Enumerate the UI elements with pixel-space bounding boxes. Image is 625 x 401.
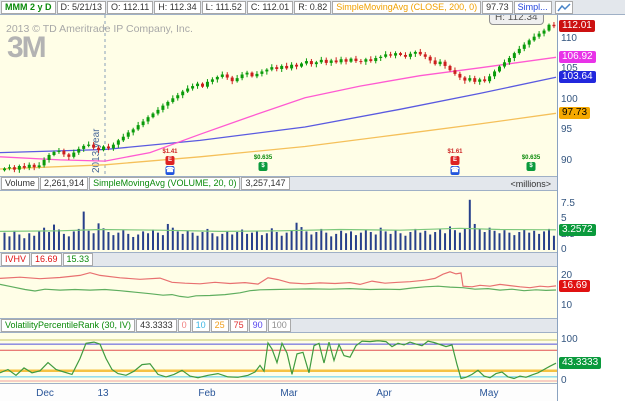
time-axis-label-feb: Feb bbox=[198, 388, 216, 399]
earnings-icon[interactable]: E bbox=[165, 156, 175, 165]
price-badge-112.01: 112.01 bbox=[559, 20, 595, 33]
range-cell: R: 0.82 bbox=[294, 0, 332, 14]
axis-tick-100: 100 bbox=[561, 334, 578, 345]
time-axis-label-apr: Apr bbox=[376, 388, 392, 399]
volume-panel[interactable] bbox=[0, 190, 557, 252]
date-cell: D: 5/21/13 bbox=[56, 0, 107, 14]
time-axis-label-may: May bbox=[479, 388, 499, 399]
high-price-bubble: H: 112.34 bbox=[489, 15, 544, 25]
line-chart-icon bbox=[557, 2, 571, 11]
axis-tick-0: 0 bbox=[561, 375, 567, 386]
dividend-icon[interactable]: $ bbox=[258, 162, 268, 171]
price-axis-gutter[interactable]: 11010510095907.552.5020101000112.01106.9… bbox=[557, 15, 625, 401]
symbol-period[interactable]: MMM 2 y D bbox=[1, 0, 56, 14]
conference-call-icon[interactable]: ☎ bbox=[165, 166, 175, 175]
sma200-value: 97.73 bbox=[482, 0, 513, 14]
axis-tick-0: 0 bbox=[561, 244, 567, 255]
axis-tick-20: 20 bbox=[561, 270, 573, 281]
vpr-threshold-25: 25 bbox=[210, 319, 229, 332]
axis-tick-95: 95 bbox=[561, 124, 573, 135]
sma_blue-line bbox=[0, 76, 557, 154]
candlestick-chart[interactable]: 2013 year bbox=[0, 15, 557, 176]
price-badge-103.64: 103.64 bbox=[559, 71, 596, 84]
ivhv-panel-header: IVHV 16.69 15.33 bbox=[0, 252, 557, 267]
iv-badge: 16.69 bbox=[559, 279, 591, 292]
volume-panel-header: Volume 2,261,914 SimpleMovingAvg (VOLUME, … bbox=[0, 176, 557, 191]
close-cell: C: 112.01 bbox=[246, 0, 294, 14]
iv-value: 16.69 bbox=[31, 253, 62, 266]
price-chart-panel[interactable]: 2013 year 2013 © TD Ameritrade IP Compan… bbox=[0, 15, 557, 176]
time-axis[interactable]: Dec 13 Feb Mar Apr May bbox=[0, 383, 557, 401]
vpr-panel-header: VolatilityPercentileRank (30, IV) 43.3333… bbox=[0, 318, 557, 333]
sma_orange_200-line bbox=[0, 112, 557, 170]
hv-value: 15.33 bbox=[62, 253, 94, 266]
dividend-amount-label: $0.635 bbox=[521, 155, 541, 161]
volume-sma-study-label[interactable]: SimpleMovingAvg (VOLUME, 20, 0) bbox=[89, 177, 241, 190]
earnings-amount-label: $1.61 bbox=[447, 149, 463, 155]
hv-line bbox=[0, 283, 557, 298]
vpr-threshold-75: 75 bbox=[229, 319, 248, 332]
time-axis-label-13: 13 bbox=[97, 388, 109, 399]
price-badge-97.73: 97.73 bbox=[559, 107, 591, 120]
vpr-line-chart[interactable] bbox=[0, 333, 557, 383]
time-axis-label-dec: Dec bbox=[36, 388, 54, 399]
vpr-value: 43.3333 bbox=[136, 319, 177, 332]
high-cell: H: 112.34 bbox=[154, 0, 201, 14]
low-cell: L: 111.52 bbox=[201, 0, 246, 14]
axis-tick-5: 5 bbox=[561, 213, 567, 224]
conference-call-icon[interactable]: ☎ bbox=[450, 166, 460, 175]
price-badge-106.92: 106.92 bbox=[559, 51, 596, 64]
ivhv-study-label[interactable]: IVHV bbox=[1, 253, 31, 266]
volume-label[interactable]: Volume bbox=[1, 177, 40, 190]
chart-icon-cell[interactable] bbox=[554, 0, 573, 14]
sma200-study-label[interactable]: SimpleMovingAvg (CLOSE, 200, 0) bbox=[332, 0, 482, 14]
chart-header-bar: MMM 2 y D D: 5/21/13 O: 112.11 H: 112.34 L: … bbox=[0, 0, 625, 15]
axis-tick-7.5: 7.5 bbox=[561, 197, 575, 209]
axis-tick-110: 110 bbox=[561, 32, 577, 44]
axis-tick-90: 90 bbox=[561, 154, 573, 166]
ivhv-lines-chart[interactable] bbox=[0, 267, 557, 318]
dividend-icon[interactable]: $ bbox=[526, 162, 536, 171]
vpr-threshold-10: 10 bbox=[191, 319, 210, 332]
volume-value: 2,261,914 bbox=[40, 177, 89, 190]
volume-sma-value: 3,257,147 bbox=[241, 177, 290, 190]
vpr-threshold-100: 100 bbox=[267, 319, 291, 332]
vpr-threshold-0: 0 bbox=[177, 319, 191, 332]
earnings-icon[interactable]: E bbox=[450, 156, 460, 165]
volume-bars-chart[interactable] bbox=[0, 190, 557, 252]
sma-truncated-label[interactable]: Simpl... bbox=[513, 0, 552, 14]
dividend-amount-label: $0.635 bbox=[253, 155, 273, 161]
axis-tick-100: 100 bbox=[561, 93, 578, 105]
vpr-panel[interactable] bbox=[0, 333, 557, 383]
time-axis-label-mar: Mar bbox=[280, 388, 298, 399]
axis-tick-105: 105 bbox=[561, 63, 578, 74]
vpr-badge: 43.3333 bbox=[559, 357, 602, 370]
company-logo-watermark: 3M bbox=[7, 31, 47, 64]
copyright-watermark: 2013 © TD Ameritrade IP Company, Inc. bbox=[6, 23, 193, 35]
earnings-amount-label: $1.41 bbox=[162, 149, 178, 155]
sma_magenta-line bbox=[0, 56, 557, 162]
iv-line bbox=[0, 271, 557, 289]
ivhv-panel[interactable] bbox=[0, 267, 557, 318]
volume-units-label: <millions> bbox=[510, 178, 551, 189]
vpr-threshold-90: 90 bbox=[248, 319, 267, 332]
axis-tick-10: 10 bbox=[561, 300, 573, 311]
open-cell: O: 112.11 bbox=[107, 0, 154, 14]
vpr-study-label[interactable]: VolatilityPercentileRank (30, IV) bbox=[1, 319, 136, 332]
volume-sma-badge: 3.2572 bbox=[559, 223, 596, 236]
year-divider-label: 2013 year bbox=[91, 128, 102, 173]
